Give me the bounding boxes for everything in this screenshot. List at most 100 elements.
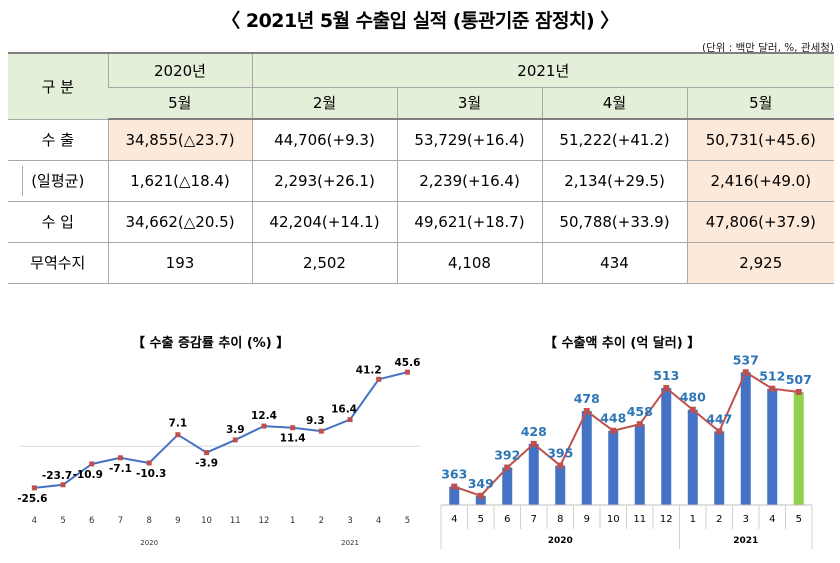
export-x-tick: 10 — [607, 514, 620, 525]
row-label: (일평균) — [8, 160, 108, 202]
export-point — [557, 462, 564, 469]
growth-data-label: 45.6 — [394, 357, 420, 369]
header-month: 5월 — [108, 87, 252, 120]
export-point — [477, 492, 484, 499]
growth-point — [232, 437, 238, 443]
growth-point — [347, 417, 353, 423]
page-title: 〈 2021년 5월 수출입 실적 (통관기준 잠정치) 〉 — [221, 10, 619, 32]
export-data-label: 507 — [786, 372, 812, 387]
growth-x-tick: 3 — [347, 516, 352, 526]
export-bar — [528, 443, 539, 505]
growth-x-tick: 12 — [259, 516, 270, 526]
growth-point — [60, 482, 66, 488]
export-x-tick: 5 — [478, 514, 484, 525]
table-cell: 2,416(+49.0) — [686, 160, 835, 202]
growth-data-label: -23.7 — [42, 470, 72, 482]
growth-data-label: -7.1 — [109, 463, 132, 475]
growth-x-tick: 7 — [118, 516, 123, 526]
header-category: 구 분 — [8, 52, 108, 120]
growth-chart-title: 【 수출 증감률 추이 (%) 】 — [132, 336, 290, 351]
growth-point — [404, 369, 410, 375]
table-cell: 34,662(△20.5) — [107, 201, 252, 243]
export-chart-title: 【 수출액 추이 (억 달러) 】 — [544, 336, 701, 351]
export-x-tick: 4 — [769, 514, 775, 525]
growth-x-tick: 6 — [89, 516, 94, 526]
export-data-label: 512 — [759, 369, 785, 384]
growth-x-tick: 11 — [230, 516, 241, 526]
export-x-tick: 5 — [796, 514, 802, 525]
growth-data-label: -10.3 — [136, 468, 166, 480]
export-x-tick: 2 — [716, 514, 722, 525]
export-point — [769, 385, 776, 392]
growth-data-label: 41.2 — [356, 364, 382, 376]
export-bar — [608, 430, 619, 505]
export-bar — [502, 467, 513, 505]
table-row-balance: 무역수지 193 2,502 4,108 434 2,925 — [8, 242, 835, 284]
export-point — [583, 408, 590, 415]
export-data-label: 448 — [600, 411, 626, 426]
header-month: 4월 — [541, 87, 687, 120]
export-point — [663, 385, 670, 392]
export-bar — [475, 495, 486, 505]
growth-point — [117, 455, 123, 461]
export-data-label: 349 — [468, 476, 494, 491]
export-year-label: 2021 — [733, 536, 758, 546]
export-data-label: 458 — [627, 404, 653, 419]
table-cell: 2,925 — [686, 242, 835, 284]
row-label: 무역수지 — [8, 242, 108, 284]
export-data-label: 428 — [521, 424, 547, 439]
growth-data-label: 9.3 — [306, 415, 325, 427]
export-year-label: 2020 — [548, 536, 573, 546]
row-label: 수 입 — [8, 201, 108, 243]
export-data-label: 480 — [680, 390, 706, 405]
growth-point — [204, 450, 210, 456]
export-x-tick: 8 — [557, 514, 563, 525]
export-point — [795, 388, 802, 395]
export-x-tick: 9 — [584, 514, 590, 525]
growth-x-tick: 4 — [376, 516, 381, 526]
export-bar — [555, 465, 566, 505]
table-cell: 42,204(+14.1) — [251, 201, 397, 243]
export-point — [451, 483, 458, 490]
growth-point — [318, 428, 324, 434]
trade-table: 구 분 2020년 2021년 5월 2월 3월 4월 5월 수 출 34,85… — [8, 52, 835, 284]
table-row-import: 수 입 34,662(△20.5) 42,204(+14.1) 49,621(+… — [8, 201, 835, 243]
growth-data-label: -25.6 — [17, 493, 47, 505]
export-bar — [634, 424, 645, 505]
export-point — [689, 406, 696, 413]
export-x-tick: 3 — [743, 514, 749, 525]
growth-x-tick: 2 — [319, 516, 324, 526]
export-point — [530, 440, 537, 447]
table-cell: 4,108 — [396, 242, 542, 284]
growth-year-label: 2021 — [341, 539, 359, 547]
export-data-label: 392 — [494, 448, 520, 463]
export-bar — [687, 409, 698, 505]
growth-year-label: 2020 — [140, 539, 158, 547]
export-data-label: 363 — [441, 467, 467, 482]
export-trend-line — [453, 370, 799, 497]
table-cell: 2,502 — [251, 242, 397, 284]
header-month: 5월 — [686, 87, 835, 120]
export-bar — [661, 388, 672, 505]
export-bar — [767, 388, 778, 505]
table-cell: 434 — [541, 242, 687, 284]
growth-x-tick: 5 — [60, 516, 65, 526]
export-point — [716, 428, 723, 435]
growth-point — [31, 485, 37, 491]
table-cell: 44,706(+9.3) — [251, 119, 397, 161]
header-year-2021: 2021년 — [251, 52, 835, 88]
growth-data-label: 3.9 — [226, 424, 245, 436]
table-month-row: 5월 2월 3월 4월 5월 — [8, 87, 835, 120]
header-month: 2월 — [251, 87, 397, 120]
export-x-tick: 4 — [451, 514, 457, 525]
export-bar — [449, 486, 460, 505]
table-header-row: 구 분 2020년 2021년 — [8, 52, 835, 120]
export-data-label: 478 — [574, 391, 600, 406]
export-x-tick: 1 — [690, 514, 696, 525]
growth-rate-chart: -25.6-23.7 -10.9-7.1 -10.37.1-3.93.912.411… — [17, 357, 420, 547]
export-x-tick: 11 — [633, 514, 646, 525]
growth-x-tick: 4 — [32, 516, 37, 526]
export-data-label: 447 — [706, 411, 732, 426]
growth-point — [146, 460, 152, 466]
